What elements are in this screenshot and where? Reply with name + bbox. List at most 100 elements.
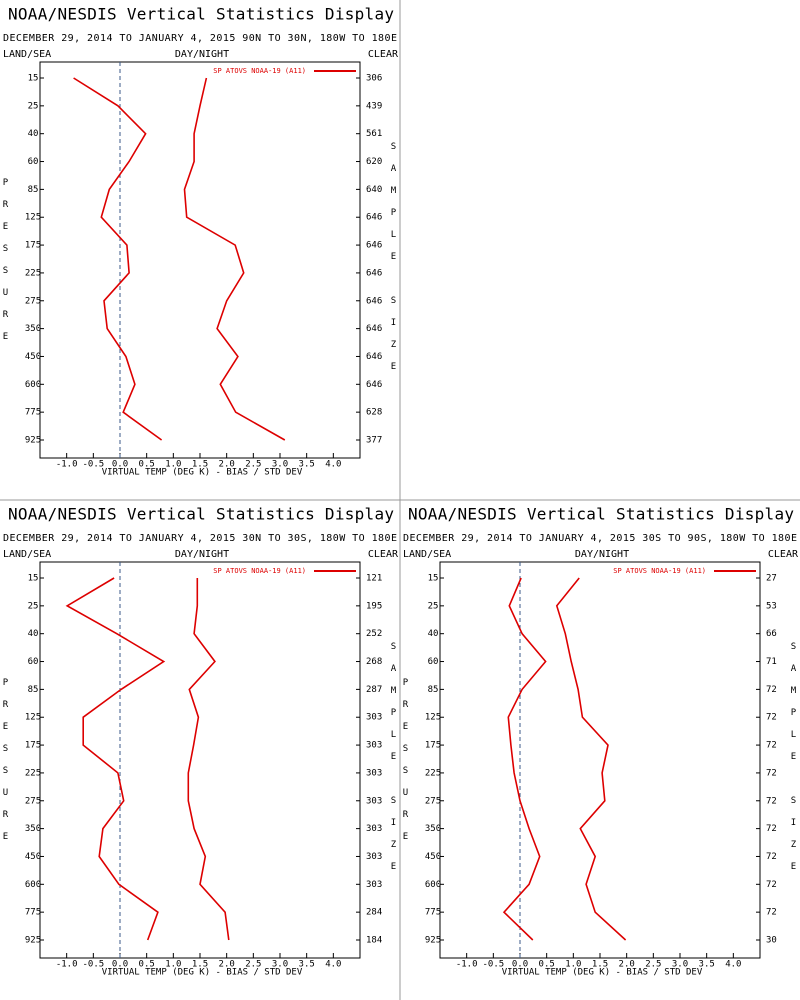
y-tick-label: 15 bbox=[28, 74, 39, 84]
x-tick-label: -1.0 bbox=[56, 460, 78, 470]
x-tick-label: 3.0 bbox=[272, 460, 288, 470]
land-sea-label: LAND/SEA bbox=[3, 549, 51, 560]
x-tick-label: 2.5 bbox=[645, 960, 661, 970]
y-tick-label: 450 bbox=[425, 852, 441, 862]
y2-axis-label: SAMPLE SIZE bbox=[389, 142, 399, 384]
sample-size-label: 646 bbox=[366, 213, 382, 223]
x-tick-label: 0.0 bbox=[112, 960, 128, 970]
x-axis-label: VIRTUAL TEMP (DEG K) - BIAS / STD DEV bbox=[502, 968, 703, 978]
y-tick-label: 350 bbox=[425, 824, 441, 834]
x-tick-label: 1.5 bbox=[592, 960, 608, 970]
y-tick-label: 775 bbox=[425, 908, 441, 918]
x-tick-label: 0.0 bbox=[512, 960, 528, 970]
panel-title: NOAA/NESDIS Vertical Statistics Display bbox=[8, 5, 394, 24]
sample-size-label: 561 bbox=[366, 129, 382, 139]
x-tick-label: 0.5 bbox=[139, 460, 155, 470]
sample-size-label: 72 bbox=[766, 741, 777, 751]
y2-axis-label: SAMPLE SIZE bbox=[789, 642, 799, 884]
y-tick-label: 125 bbox=[425, 713, 441, 723]
x-tick-label: -0.5 bbox=[82, 960, 104, 970]
y2-axis-label: SAMPLE SIZE bbox=[389, 642, 399, 884]
y-tick-label: 350 bbox=[25, 324, 41, 334]
sample-size-label: 646 bbox=[366, 380, 382, 390]
x-tick-label: 3.5 bbox=[699, 960, 715, 970]
y-tick-label: 175 bbox=[425, 741, 441, 751]
y-tick-label: 925 bbox=[25, 436, 41, 446]
sample-size-label: 72 bbox=[766, 713, 777, 723]
y-tick-label: 225 bbox=[25, 768, 41, 778]
y-tick-label: 85 bbox=[428, 685, 439, 695]
sample-size-label: 184 bbox=[366, 936, 382, 946]
sample-size-label: 303 bbox=[366, 880, 382, 890]
x-tick-label: 1.5 bbox=[192, 460, 208, 470]
panel: NOAA/NESDIS Vertical Statistics Display D… bbox=[401, 505, 799, 978]
y-tick-label: 925 bbox=[425, 936, 441, 946]
panel-subtitle: DECEMBER 29, 2014 TO JANUARY 4, 2015 90N… bbox=[3, 33, 397, 44]
y-tick-label: 225 bbox=[25, 268, 41, 278]
plot-frame bbox=[39, 561, 361, 959]
y-tick-label: 600 bbox=[25, 380, 41, 390]
y-tick-label: 40 bbox=[28, 129, 39, 139]
sample-size-label: 53 bbox=[766, 601, 777, 611]
sample-size-label: 72 bbox=[766, 908, 777, 918]
y-tick-label: 125 bbox=[25, 213, 41, 223]
legend-label: SP ATOVS NOAA-19 (A11) bbox=[213, 67, 306, 75]
land-sea-label: LAND/SEA bbox=[3, 49, 51, 60]
x-tick-label: 3.0 bbox=[672, 960, 688, 970]
x-tick-label: -0.5 bbox=[482, 960, 504, 970]
land-sea-label: LAND/SEA bbox=[403, 549, 451, 560]
x-tick-label: 2.0 bbox=[219, 460, 235, 470]
y-tick-label: 775 bbox=[25, 908, 41, 918]
y-tick-label: 225 bbox=[425, 768, 441, 778]
day-night-label: DAY/NIGHT bbox=[575, 549, 629, 560]
y-tick-label: 25 bbox=[28, 101, 39, 111]
sample-size-label: 646 bbox=[366, 241, 382, 251]
profile-line bbox=[73, 77, 163, 441]
x-tick-label: 2.5 bbox=[245, 960, 261, 970]
x-tick-label: 0.5 bbox=[139, 960, 155, 970]
x-tick-label: -0.5 bbox=[82, 460, 104, 470]
y-tick-label: 350 bbox=[25, 824, 41, 834]
sample-size-label: 195 bbox=[366, 601, 382, 611]
sample-size-label: 646 bbox=[366, 268, 382, 278]
plot-frame bbox=[39, 61, 361, 459]
y-tick-label: 275 bbox=[425, 796, 441, 806]
y-tick-label: 40 bbox=[28, 629, 39, 639]
sample-size-label: 303 bbox=[366, 824, 382, 834]
panel-subtitle: DECEMBER 29, 2014 TO JANUARY 4, 2015 30N… bbox=[3, 533, 397, 544]
panel-title: NOAA/NESDIS Vertical Statistics Display bbox=[8, 505, 394, 524]
y-axis-label: PRESSURE bbox=[401, 678, 411, 854]
y-axis-label: PRESSURE bbox=[1, 178, 11, 354]
sample-size-label: 72 bbox=[766, 768, 777, 778]
y-tick-label: 125 bbox=[25, 713, 41, 723]
x-tick-label: 4.0 bbox=[725, 960, 741, 970]
sample-size-label: 640 bbox=[366, 185, 382, 195]
y-tick-label: 85 bbox=[28, 185, 39, 195]
x-axis-label: VIRTUAL TEMP (DEG K) - BIAS / STD DEV bbox=[102, 968, 303, 978]
panel: NOAA/NESDIS Vertical Statistics Display D… bbox=[1, 505, 399, 978]
x-tick-label: 3.5 bbox=[299, 960, 315, 970]
x-tick-label: 3.0 bbox=[272, 960, 288, 970]
y-tick-label: 25 bbox=[428, 601, 439, 611]
y-tick-label: 85 bbox=[28, 685, 39, 695]
profile-line bbox=[65, 577, 166, 941]
clear-label: CLEAR bbox=[768, 549, 799, 560]
sample-size-label: 646 bbox=[366, 296, 382, 306]
sample-size-label: 72 bbox=[766, 880, 777, 890]
x-tick-label: 0.0 bbox=[112, 460, 128, 470]
profile-line bbox=[502, 577, 547, 941]
sample-size-label: 620 bbox=[366, 157, 382, 167]
y-tick-label: 275 bbox=[25, 796, 41, 806]
x-tick-label: 4.0 bbox=[325, 460, 341, 470]
y-tick-label: 275 bbox=[25, 296, 41, 306]
x-tick-label: 1.0 bbox=[565, 960, 581, 970]
y-tick-label: 450 bbox=[25, 852, 41, 862]
y-tick-label: 600 bbox=[25, 880, 41, 890]
profile-line bbox=[555, 577, 627, 941]
x-axis-label: VIRTUAL TEMP (DEG K) - BIAS / STD DEV bbox=[102, 468, 303, 478]
legend-label: SP ATOVS NOAA-19 (A11) bbox=[613, 567, 706, 575]
panel: NOAA/NESDIS Vertical Statistics Display D… bbox=[1, 5, 399, 478]
panel-title: NOAA/NESDIS Vertical Statistics Display bbox=[408, 505, 794, 524]
sample-size-label: 72 bbox=[766, 852, 777, 862]
